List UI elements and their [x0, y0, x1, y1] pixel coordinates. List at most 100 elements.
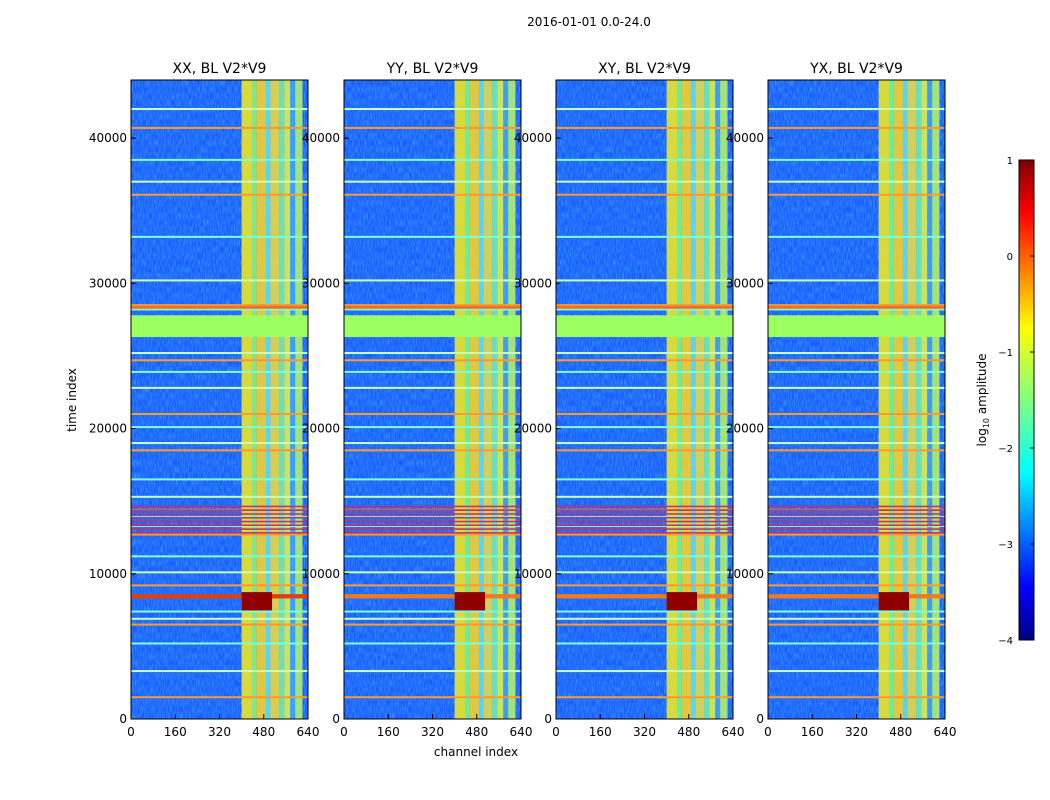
time-rfi-line: [556, 670, 733, 673]
time-rfi-line: [131, 386, 308, 389]
x-tick-label: 0: [127, 725, 135, 739]
colorbar-tick-label: −1: [998, 348, 1013, 359]
x-tick-label: 320: [845, 725, 868, 739]
time-rfi-line: [768, 413, 945, 416]
colorbar: 10−1−2−3−4 log10 amplitude: [975, 156, 1035, 647]
time-rfi-line: [768, 235, 945, 238]
striped-rfi-line: [131, 520, 308, 523]
y-tick-label: 10000: [726, 567, 764, 581]
x-tick-label: 480: [252, 725, 275, 739]
x-tick-label: 320: [208, 725, 231, 739]
time-rfi-line: [556, 442, 733, 445]
strong-rfi-block: [768, 594, 945, 599]
y-tick-label: 20000: [726, 422, 764, 436]
striped-rfi-line: [131, 509, 308, 511]
time-rfi-line: [556, 386, 733, 389]
time-rfi-line: [344, 617, 521, 620]
time-rfi-line: [768, 279, 945, 282]
time-rfi-line: [768, 308, 945, 311]
colorbar-tick-label: 1: [1007, 156, 1013, 167]
time-rfi-line: [344, 571, 521, 574]
time-rfi-line: [344, 304, 521, 307]
time-rfi-line: [556, 642, 733, 645]
time-rfi-line: [768, 642, 945, 645]
time-rfi-line: [768, 158, 945, 161]
time-rfi-line: [131, 235, 308, 238]
time-rfi-line: [768, 449, 945, 452]
rfi-band-noise: [878, 80, 940, 719]
time-rfi-line: [768, 193, 945, 196]
time-rfi-line: [344, 696, 521, 699]
colorbar-label: log10 amplitude: [975, 354, 991, 447]
flagged-edge-line: [768, 305, 945, 309]
striped-rfi-line: [131, 532, 308, 534]
time-rfi-line: [344, 555, 521, 558]
flagged-edge-line: [556, 305, 733, 309]
time-rfi-line: [556, 555, 733, 558]
time-rfi-line: [768, 304, 945, 307]
y-tick-label: 30000: [302, 276, 340, 290]
time-rfi-line: [344, 180, 521, 183]
time-rfi-line: [131, 370, 308, 373]
time-rfi-line: [768, 108, 945, 111]
x-tick-label: 480: [677, 725, 700, 739]
time-rfi-line: [344, 623, 521, 626]
flagged-time-block: [131, 315, 308, 338]
y-tick-label: 30000: [726, 276, 764, 290]
striped-rfi-line: [344, 524, 521, 527]
time-rfi-line: [556, 304, 733, 307]
time-rfi-line: [131, 352, 308, 355]
time-rfi-line: [131, 158, 308, 161]
x-tick-label: 0: [764, 725, 772, 739]
strong-rfi-core: [878, 592, 910, 611]
time-rfi-line: [344, 426, 521, 429]
x-tick-label: 480: [889, 725, 912, 739]
y-tick-label: 0: [756, 712, 764, 726]
time-rfi-line: [131, 180, 308, 183]
time-rfi-line: [131, 670, 308, 673]
strong-rfi-core: [666, 592, 698, 611]
flagged-edge-line: [131, 305, 308, 309]
time-rfi-line: [556, 584, 733, 587]
time-rfi-line: [131, 308, 308, 311]
striped-rfi-line: [556, 532, 733, 534]
y-tick-label: 10000: [302, 567, 340, 581]
rfi-band-noise: [241, 80, 303, 719]
time-rfi-line: [131, 610, 308, 613]
y-tick-label: 0: [119, 712, 127, 726]
x-axis-label: channel index: [434, 745, 518, 759]
striped-rfi-line: [556, 517, 733, 519]
time-rfi-line: [344, 193, 521, 196]
time-rfi-line: [556, 352, 733, 355]
time-rfi-line: [344, 158, 521, 161]
time-rfi-line: [556, 449, 733, 452]
rfi-band-noise: [666, 80, 728, 719]
time-rfi-line: [344, 478, 521, 481]
time-rfi-line: [344, 386, 521, 389]
x-tick-label: 160: [801, 725, 824, 739]
panel-1: XX, BL V2*V9 0 160 320 480 640 0 10000 20000 3000…: [89, 61, 320, 739]
x-tick-label: 160: [589, 725, 612, 739]
colorbar-label-sub: 10: [982, 418, 991, 428]
time-rfi-line: [556, 478, 733, 481]
flagged-time-block: [344, 315, 521, 338]
y-tick-label: 30000: [514, 276, 552, 290]
time-rfi-line: [344, 126, 521, 129]
striped-rfi-line: [556, 524, 733, 527]
striped-rfi-line: [344, 532, 521, 534]
time-rfi-line: [768, 670, 945, 673]
time-rfi-line: [344, 533, 521, 536]
time-rfi-line: [131, 555, 308, 558]
time-rfi-line: [556, 308, 733, 311]
time-rfi-line: [131, 426, 308, 429]
time-rfi-line: [768, 352, 945, 355]
striped-rfi-line: [768, 513, 945, 515]
x-tick-label: 160: [164, 725, 187, 739]
time-rfi-line: [131, 696, 308, 699]
panel-3: XY, BL V2*V9 0 160 320 480 640 0 10000 20000 3000…: [514, 61, 745, 739]
y-tick-label: 40000: [89, 131, 127, 145]
time-rfi-line: [131, 584, 308, 587]
time-rfi-line: [556, 413, 733, 416]
striped-rfi-line: [344, 509, 521, 511]
time-rfi-line: [556, 108, 733, 111]
